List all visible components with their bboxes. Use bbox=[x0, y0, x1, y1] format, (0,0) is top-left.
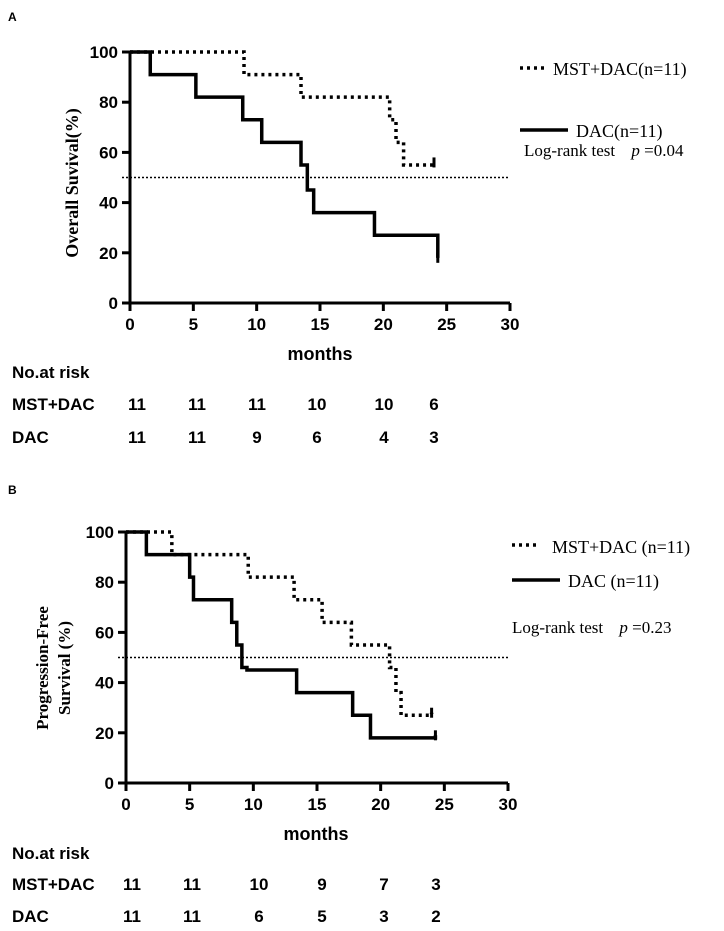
risk-value-a-dac-3: 6 bbox=[312, 428, 321, 447]
x-tick-label-b-3: 15 bbox=[308, 795, 327, 814]
survival-curve-a-dac bbox=[130, 50, 440, 258]
x-tick-label-b-1: 5 bbox=[185, 795, 194, 814]
y-tick-label-a-4: 80 bbox=[99, 93, 118, 112]
risk-value-b-mst-0: 11 bbox=[123, 875, 141, 894]
risk-value-a-mst-0: 11 bbox=[128, 395, 146, 414]
x-tick-label-a-5: 25 bbox=[437, 315, 456, 334]
panel-a: A 0 5 10 15 20 25 30 0 20 40 60 80 100 Overall Suviv… bbox=[8, 10, 687, 447]
survival-curve-a-mst-dac bbox=[130, 50, 436, 167]
x-tick-label-a-2: 10 bbox=[247, 315, 266, 334]
y-tick-label-b-0: 0 bbox=[105, 774, 114, 793]
risk-table-title-a: No.at risk bbox=[12, 363, 90, 382]
panel-label-a: A bbox=[8, 10, 17, 24]
y-tick-label-a-0: 0 bbox=[109, 294, 118, 313]
p-symbol-b: p bbox=[618, 618, 628, 637]
x-tick-label-b-6: 30 bbox=[499, 795, 518, 814]
x-tick-label-a-6: 30 bbox=[501, 315, 520, 334]
risk-value-a-dac-4: 4 bbox=[379, 428, 389, 447]
risk-value-a-mst-2: 11 bbox=[248, 395, 266, 414]
x-tick-label-a-1: 5 bbox=[189, 315, 198, 334]
risk-value-b-mst-4: 7 bbox=[379, 875, 388, 894]
risk-value-a-dac-0: 11 bbox=[128, 428, 146, 447]
risk-row-label-mst-dac-a: MST+DAC bbox=[12, 395, 95, 414]
risk-value-a-mst-5: 6 bbox=[429, 395, 438, 414]
risk-row-label-mst-dac-b: MST+DAC bbox=[12, 875, 95, 894]
risk-row-label-dac-a: DAC bbox=[12, 428, 49, 447]
panel-label-b: B bbox=[8, 483, 17, 497]
log-rank-annotation-b: Log-rank test p =0.23 bbox=[512, 618, 671, 637]
risk-value-a-mst-1: 11 bbox=[188, 395, 206, 414]
risk-value-b-dac-3: 5 bbox=[317, 907, 326, 926]
risk-row-label-dac-b: DAC bbox=[12, 907, 49, 926]
plot-area-b: 0 5 10 15 20 25 30 0 20 40 60 80 100 bbox=[86, 523, 518, 814]
legend-label-dac-a: DAC(n=11) bbox=[576, 121, 662, 142]
legend-label-dac-b: DAC (n=11) bbox=[568, 571, 659, 592]
log-rank-annotation-a: Log-rank test p =0.04 bbox=[524, 141, 684, 160]
y-tick-label-a-3: 60 bbox=[99, 143, 118, 162]
x-axis-label-a: months bbox=[288, 344, 353, 364]
risk-table-b: No.at risk MST+DAC DAC 11 11 10 9 7 3 11… bbox=[12, 844, 441, 926]
y-tick-label-b-2: 40 bbox=[95, 674, 114, 693]
x-tick-label-b-4: 20 bbox=[371, 795, 390, 814]
risk-value-a-mst-3: 10 bbox=[308, 395, 327, 414]
plot-area-a: 0 5 10 15 20 25 30 0 20 40 60 80 100 bbox=[90, 43, 520, 334]
risk-value-b-dac-1: 11 bbox=[183, 907, 201, 926]
y-tick-label-b-1: 20 bbox=[95, 724, 114, 743]
risk-value-b-dac-0: 11 bbox=[123, 907, 141, 926]
legend-label-mst-dac-a: MST+DAC(n=11) bbox=[553, 59, 687, 80]
p-value-a: =0.04 bbox=[644, 141, 684, 160]
p-symbol-a: p bbox=[630, 141, 640, 160]
risk-table-title-b: No.at risk bbox=[12, 844, 90, 863]
y-axis-label-a: Overall Suvival(%) bbox=[62, 108, 83, 258]
x-axis-label-b: months bbox=[284, 824, 349, 844]
log-rank-label-b: Log-rank test bbox=[512, 618, 603, 637]
x-tick-label-a-3: 15 bbox=[311, 315, 330, 334]
risk-value-b-dac-2: 6 bbox=[254, 907, 263, 926]
survival-curve-b-dac bbox=[126, 530, 438, 740]
risk-table-a: No.at risk MST+DAC DAC 11 11 11 10 10 6 … bbox=[12, 363, 439, 447]
y-axis-label-b-line2: Survival (%) bbox=[55, 621, 74, 715]
p-value-b: =0.23 bbox=[632, 618, 671, 637]
risk-value-b-mst-5: 3 bbox=[431, 875, 440, 894]
y-tick-label-b-5: 100 bbox=[86, 523, 114, 542]
risk-value-a-dac-1: 11 bbox=[188, 428, 206, 447]
y-tick-label-a-5: 100 bbox=[90, 43, 118, 62]
legend-a: MST+DAC(n=11) DAC(n=11) bbox=[520, 59, 687, 142]
log-rank-label-a: Log-rank test bbox=[524, 141, 615, 160]
x-tick-label-a-4: 20 bbox=[374, 315, 393, 334]
x-tick-label-b-5: 25 bbox=[435, 795, 454, 814]
y-tick-label-b-4: 80 bbox=[95, 573, 114, 592]
x-tick-label-b-2: 10 bbox=[244, 795, 263, 814]
y-tick-label-b-3: 60 bbox=[95, 623, 114, 642]
risk-value-b-dac-5: 2 bbox=[431, 907, 440, 926]
y-tick-label-a-1: 20 bbox=[99, 244, 118, 263]
legend-b: MST+DAC (n=11) DAC (n=11) bbox=[512, 537, 690, 592]
survival-curve-b-mst-dac bbox=[126, 530, 434, 717]
x-tick-label-b-0: 0 bbox=[121, 795, 130, 814]
x-tick-label-a-0: 0 bbox=[125, 315, 134, 334]
risk-value-b-dac-4: 3 bbox=[379, 907, 388, 926]
y-axis-label-b-line1: Progression-Free bbox=[33, 606, 52, 730]
risk-value-a-dac-5: 3 bbox=[429, 428, 438, 447]
risk-value-b-mst-1: 11 bbox=[183, 875, 201, 894]
risk-value-b-mst-3: 9 bbox=[317, 875, 326, 894]
legend-label-mst-dac-b: MST+DAC (n=11) bbox=[552, 537, 690, 558]
risk-value-b-mst-2: 10 bbox=[250, 875, 269, 894]
risk-value-a-dac-2: 9 bbox=[252, 428, 261, 447]
risk-value-a-mst-4: 10 bbox=[375, 395, 394, 414]
y-tick-label-a-2: 40 bbox=[99, 194, 118, 213]
